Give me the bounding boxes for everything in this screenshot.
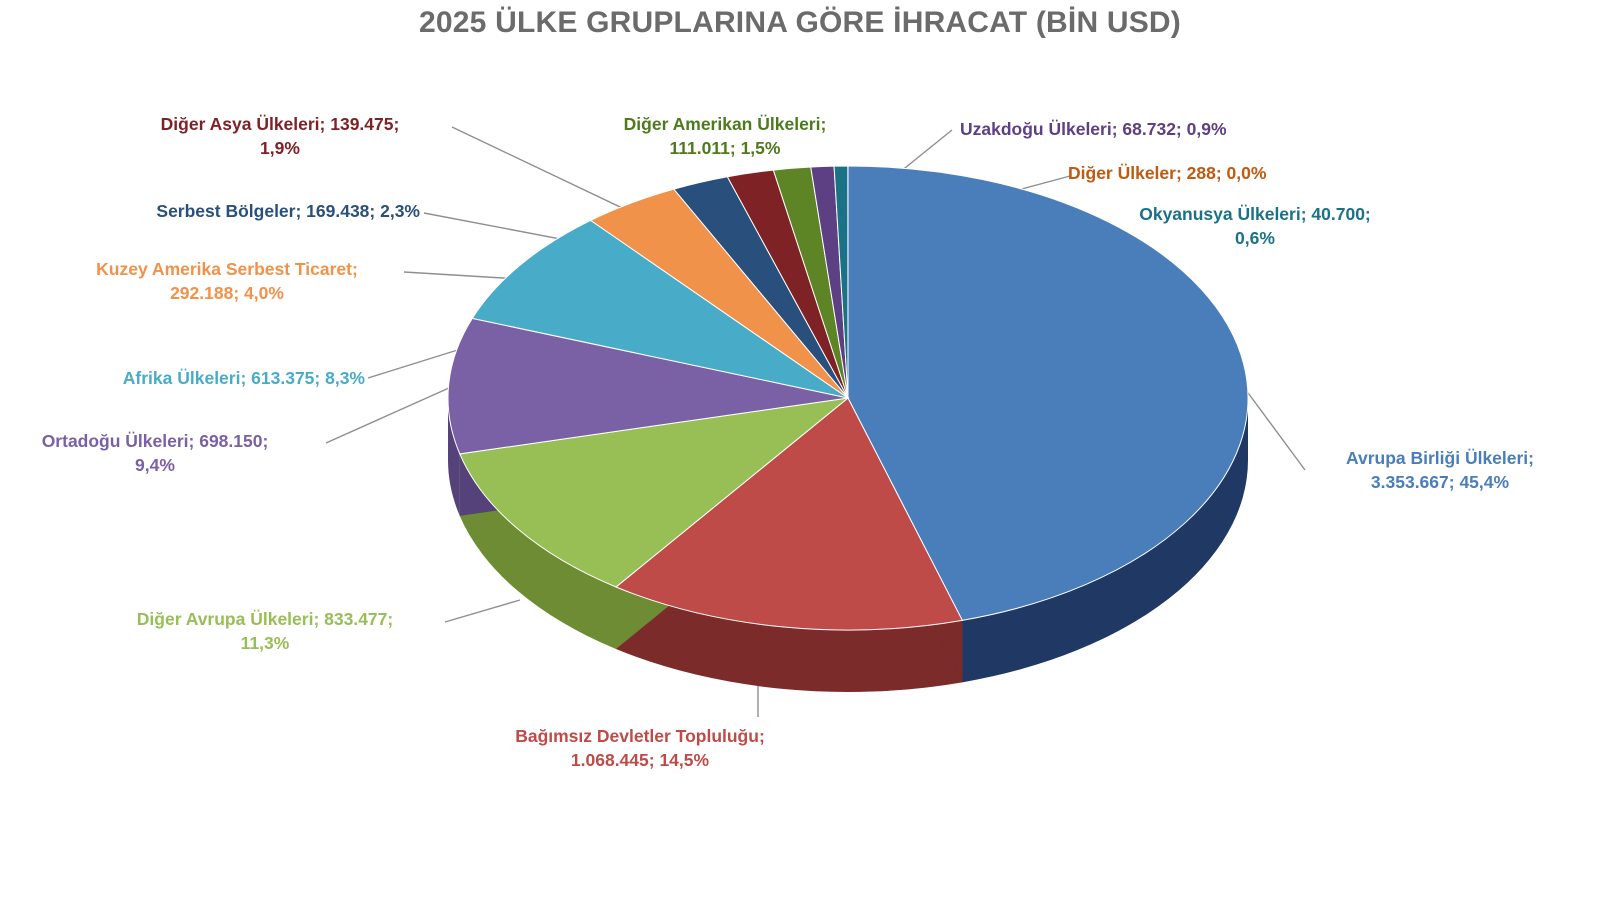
leader-avrupa-birligi xyxy=(1239,381,1306,471)
leader-diger-avrupa xyxy=(444,599,521,623)
pie-slice-3[interactable]: Diğer Avrupa Ülkeleri; 833.477; 11,3% xyxy=(459,397,850,588)
pie-slice-2[interactable]: Bağımsız Devletler Topluluğu; 1.068.445;… xyxy=(615,397,964,631)
pie-slice-5[interactable]: Afrika Ülkeleri; 613.375; 8,3% xyxy=(471,219,849,399)
label-okyanusya[interactable]: Okyanusya Ülkeleri; 40.700; 0,6% xyxy=(1139,204,1371,248)
label-kuzey-amerika[interactable]: Kuzey Amerika Serbest Ticaret; 292.188; … xyxy=(96,259,358,303)
label-diger-ulkeler[interactable]: Diğer Ülkeler; 288; 0,0% xyxy=(1068,163,1267,183)
pie-slice-1[interactable]: Avrupa Birliği Ülkeleri; 3.353.667; 45,4… xyxy=(847,165,1249,621)
pie-slice-side-1 xyxy=(962,398,1248,683)
label-serbest-bolgeler[interactable]: Serbest Bölgeler; 169.438; 2,3% xyxy=(156,201,420,221)
pie-slice-side-3 xyxy=(459,453,616,649)
label-uzakdogu[interactable]: Uzakdoğu Ülkeleri; 68.732; 0,9% xyxy=(960,119,1227,139)
label-avrupa-birligi[interactable]: Avrupa Birliği Ülkeleri; 3.353.667; 45,4… xyxy=(1345,448,1534,492)
chart-title: 2025 ÜLKE GRUPLARINA GÖRE İHRACAT (BİN U… xyxy=(419,6,1181,39)
pie-slices-group: Avrupa Birliği Ülkeleri; 3.353.667; 45,4… xyxy=(447,165,1249,631)
label-diger-asya[interactable]: Diğer Asya Ülkeleri; 139.475; 1,9% xyxy=(160,114,400,158)
pie-slice-4[interactable]: Ortadoğu Ülkeleri; 698.150; 9,4% xyxy=(447,317,849,455)
pie-slice-side-2 xyxy=(615,586,963,692)
label-afrika[interactable]: Afrika Ülkeleri; 613.375; 8,3% xyxy=(122,368,365,388)
label-bagimsiz-devletler[interactable]: Bağımsız Devletler Topluluğu; 1.068.445;… xyxy=(515,726,765,770)
label-diger-amerikan[interactable]: Diğer Amerikan Ülkeleri; 111.011; 1,5% xyxy=(623,114,827,158)
label-ortadogu[interactable]: Ortadoğu Ülkeleri; 698.150; 9,4% xyxy=(41,431,269,475)
label-diger-avrupa[interactable]: Diğer Avrupa Ülkeleri; 833.477; 11,3% xyxy=(136,609,394,653)
